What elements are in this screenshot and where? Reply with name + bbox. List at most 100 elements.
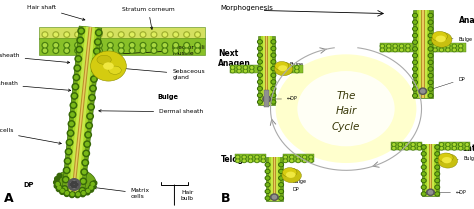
Bar [230, 65, 258, 73]
Circle shape [283, 155, 287, 159]
Circle shape [414, 81, 416, 83]
Circle shape [89, 105, 93, 109]
Circle shape [302, 155, 307, 159]
Circle shape [250, 66, 254, 69]
Circle shape [460, 144, 462, 145]
Circle shape [174, 44, 177, 47]
Circle shape [435, 165, 439, 169]
Circle shape [174, 33, 177, 36]
Circle shape [81, 189, 84, 192]
Circle shape [70, 192, 75, 197]
Circle shape [82, 180, 85, 183]
Circle shape [43, 33, 46, 36]
Circle shape [398, 143, 402, 146]
Circle shape [93, 48, 100, 54]
Circle shape [74, 181, 77, 184]
Circle shape [291, 160, 293, 162]
Circle shape [414, 75, 416, 77]
Circle shape [53, 48, 59, 54]
Circle shape [81, 192, 85, 197]
Circle shape [282, 66, 286, 69]
Circle shape [419, 144, 420, 145]
Circle shape [42, 48, 48, 54]
Circle shape [73, 74, 80, 80]
Bar [39, 38, 205, 55]
Circle shape [440, 147, 443, 149]
Circle shape [108, 32, 113, 37]
Circle shape [440, 45, 443, 47]
Circle shape [271, 60, 276, 64]
Circle shape [251, 70, 253, 72]
Circle shape [72, 185, 74, 188]
Circle shape [76, 57, 80, 61]
Circle shape [280, 190, 283, 192]
Polygon shape [72, 27, 91, 194]
Circle shape [446, 147, 450, 150]
Circle shape [401, 49, 402, 51]
Circle shape [69, 131, 73, 135]
Circle shape [429, 81, 432, 83]
Circle shape [118, 43, 124, 48]
Circle shape [272, 101, 275, 103]
Circle shape [249, 160, 252, 162]
Circle shape [387, 44, 391, 48]
Circle shape [414, 21, 416, 23]
Circle shape [433, 48, 437, 52]
Circle shape [97, 32, 102, 37]
Ellipse shape [275, 61, 289, 70]
Circle shape [266, 184, 269, 186]
Circle shape [460, 45, 462, 47]
Circle shape [185, 44, 188, 47]
Text: Bulge: Bulge [443, 156, 474, 161]
Bar [283, 154, 313, 162]
Circle shape [309, 159, 313, 162]
Circle shape [414, 34, 416, 37]
Circle shape [460, 147, 462, 149]
Circle shape [272, 94, 275, 96]
Circle shape [399, 147, 401, 149]
Circle shape [266, 197, 269, 199]
Circle shape [53, 32, 59, 37]
Circle shape [140, 43, 146, 48]
Circle shape [413, 60, 417, 64]
Circle shape [78, 48, 81, 51]
Circle shape [77, 193, 80, 196]
Circle shape [271, 53, 276, 57]
Circle shape [237, 69, 241, 73]
Circle shape [74, 185, 77, 188]
Circle shape [90, 85, 96, 92]
Circle shape [81, 169, 88, 175]
Circle shape [459, 44, 463, 48]
Circle shape [130, 44, 134, 47]
Circle shape [439, 48, 444, 52]
Circle shape [196, 44, 199, 47]
Circle shape [259, 74, 261, 76]
Circle shape [140, 32, 146, 37]
Bar [269, 157, 280, 201]
Circle shape [421, 145, 426, 149]
Bar [422, 144, 439, 196]
Circle shape [259, 101, 261, 103]
Circle shape [66, 139, 73, 146]
Circle shape [55, 177, 59, 181]
Circle shape [429, 68, 432, 70]
Ellipse shape [274, 62, 293, 76]
Circle shape [257, 80, 262, 84]
Circle shape [406, 144, 408, 145]
Circle shape [414, 68, 416, 70]
Text: DP: DP [23, 182, 34, 188]
Circle shape [394, 45, 396, 47]
Circle shape [184, 32, 190, 37]
Circle shape [259, 88, 261, 90]
Circle shape [173, 48, 179, 54]
Ellipse shape [436, 36, 446, 42]
Circle shape [61, 189, 64, 192]
Circle shape [243, 66, 247, 69]
Circle shape [86, 43, 91, 48]
Circle shape [434, 49, 436, 51]
Circle shape [265, 169, 270, 173]
Circle shape [272, 61, 275, 63]
Bar [429, 144, 432, 196]
Circle shape [414, 61, 416, 63]
Circle shape [261, 155, 265, 159]
